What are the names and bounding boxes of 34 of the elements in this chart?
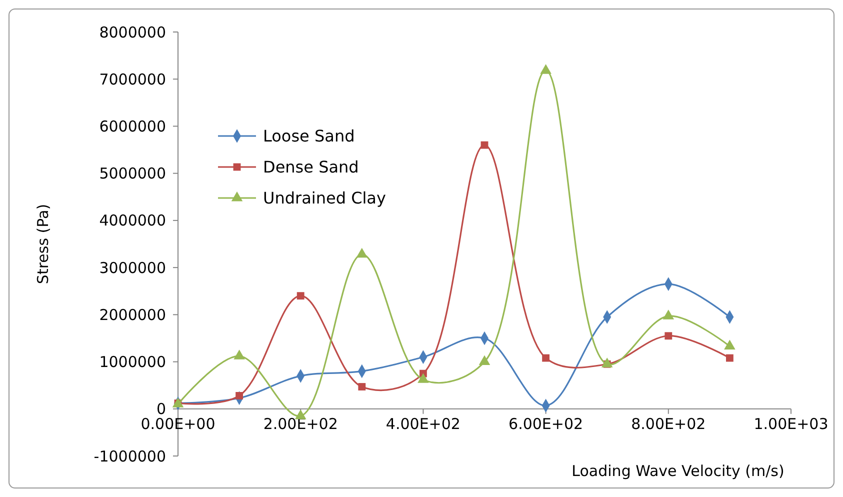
point	[356, 248, 368, 258]
y-tick-label: 6000000	[99, 117, 166, 136]
legend-label: Loose Sand	[263, 126, 355, 146]
y-tick-label: 2000000	[99, 306, 166, 324]
point	[478, 355, 490, 366]
x-tick-label: 2.00E+02	[263, 414, 338, 433]
point	[540, 64, 552, 74]
point	[726, 354, 734, 362]
point	[662, 310, 674, 320]
y-tick-label: 8000000	[99, 23, 166, 42]
y-tick-label: 4000000	[99, 212, 166, 230]
x-tick-label: 8.00E+02	[631, 414, 706, 433]
x-axis-title: Loading Wave Velocity (m/s)	[572, 462, 784, 480]
point	[664, 332, 672, 340]
x-tick-label: 4.00E+02	[386, 414, 460, 433]
x-tick-label: 6.00E+02	[508, 414, 584, 433]
point	[601, 358, 613, 368]
y-tick-label: -1000000	[94, 447, 166, 466]
y-tick-label: 1000000	[99, 353, 166, 372]
point	[480, 141, 488, 149]
point	[542, 354, 550, 362]
legend-label: Dense Sand	[263, 158, 359, 177]
point	[234, 350, 245, 360]
point	[296, 292, 304, 300]
y-tick-label: 3000000	[99, 258, 166, 277]
point	[358, 383, 366, 390]
point	[724, 340, 736, 350]
y-tick-label: 5000000	[99, 164, 166, 183]
x-tick-label: 1.00E+03	[754, 414, 828, 433]
point	[236, 392, 244, 400]
point	[418, 373, 429, 383]
y-tick-label: 7000000	[99, 70, 166, 88]
legend-label: Undrained Clay	[263, 188, 386, 208]
y-axis-title: Stress (Pa)	[34, 204, 52, 284]
